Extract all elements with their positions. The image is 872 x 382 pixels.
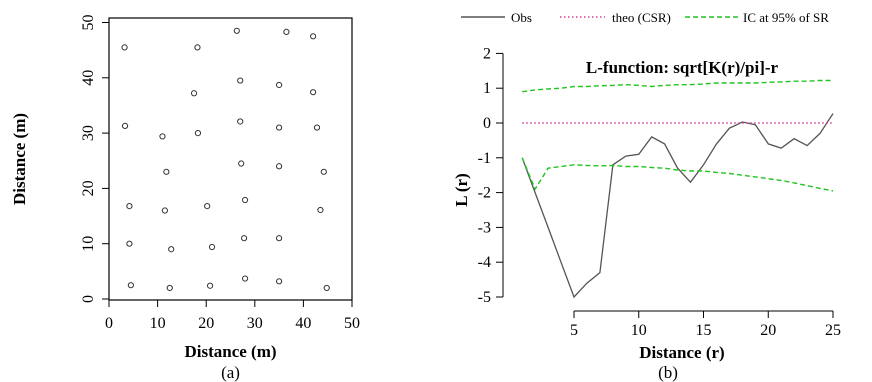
- scatter-point: [276, 278, 283, 285]
- scatter-point: [320, 168, 327, 175]
- scatter-point: [204, 202, 211, 210]
- legend-label: IC at 95% of SR: [743, 10, 829, 25]
- scatter-point: [163, 168, 170, 175]
- x-tick-label: 20: [760, 322, 776, 339]
- scatter-point: [237, 118, 244, 125]
- scatter-point: [241, 196, 249, 204]
- scatter-point: [206, 282, 214, 289]
- scatter-point: [276, 124, 283, 131]
- scatter-point: [283, 28, 290, 36]
- x-tick-label: 0: [105, 315, 113, 332]
- y-tick-label: -2: [478, 185, 491, 202]
- x-tick-label: 10: [631, 322, 647, 339]
- y-tick-label: 30: [80, 125, 97, 141]
- upper-envelope-line: [522, 79, 833, 93]
- scatter-point: [323, 284, 330, 292]
- scatter-point: [159, 133, 166, 140]
- x-tick-label: 40: [295, 315, 311, 332]
- scatter-point: [126, 202, 133, 210]
- panel-b-line-chart: 5 10 15 20 25 -5 -4 -3 -2 -1 0 1 2 Obs theo (CSR) IC at…: [452, 10, 841, 382]
- scatter-point: [313, 124, 321, 131]
- y-tick-label: 0: [80, 295, 97, 303]
- scatter-point: [208, 243, 216, 251]
- x-tick-label: 25: [825, 322, 841, 339]
- x-axis-title: Distance (m): [184, 342, 276, 361]
- scatter-point: [190, 90, 198, 97]
- x-axis-title: Distance (r): [639, 343, 724, 362]
- x-tick-label: 10: [150, 315, 166, 332]
- y-tick-label: 2: [483, 45, 491, 62]
- panel-a-scatter-plot: 0 10 20 30 40 50 0 10 20 30 40 50 Distance (m) Distan…: [10, 15, 360, 382]
- x-tick-label: 15: [696, 322, 712, 339]
- scatter-point: [166, 284, 173, 292]
- y-tick-label: 50: [80, 15, 97, 31]
- lower-envelope-line: [521, 157, 834, 192]
- scatter-point: [126, 240, 133, 247]
- scatter-point: [317, 206, 324, 214]
- y-tick-label: 0: [483, 115, 491, 132]
- x-tick-label: 5: [570, 322, 578, 339]
- y-tick-label: 40: [80, 70, 97, 86]
- chart-title: L-function: sqrt[K(r)/pi]-r: [586, 58, 779, 77]
- y-tick-label: -1: [478, 150, 491, 167]
- scatter-point: [310, 89, 317, 96]
- legend-label: Obs: [511, 10, 532, 25]
- legend-label: theo (CSR): [612, 10, 671, 25]
- scatter-point: [276, 81, 283, 89]
- scatter-point: [161, 207, 168, 214]
- y-tick-label: 1: [483, 80, 491, 97]
- y-tick-label: -3: [478, 219, 491, 236]
- y-tick-label: 10: [80, 236, 97, 252]
- scatter-point: [241, 275, 249, 282]
- x-tick-label: 30: [247, 315, 263, 332]
- scatter-point: [121, 122, 129, 130]
- y-tick-label: -4: [478, 254, 491, 271]
- y-axis-title: L (r): [452, 173, 471, 207]
- x-tick-label: 20: [198, 315, 214, 332]
- scatter-point: [237, 77, 244, 84]
- observed-series-line: [521, 113, 834, 299]
- scatter-point: [194, 130, 202, 137]
- scatter-point: [121, 44, 128, 51]
- panel-label-a: (a): [221, 363, 240, 382]
- scatter-point: [168, 246, 175, 253]
- scatter-point: [127, 282, 134, 289]
- scatter-point: [241, 235, 248, 242]
- x-tick-label: 50: [344, 315, 360, 332]
- plot-frame: [108, 17, 353, 301]
- panel-label-b: (b): [658, 363, 678, 382]
- y-axis-title: Distance (m): [10, 113, 29, 205]
- scatter-point: [310, 33, 317, 40]
- scatter-point: [194, 44, 201, 51]
- scatter-point: [276, 163, 283, 170]
- scatter-point: [276, 235, 283, 242]
- scatter-point: [238, 160, 245, 167]
- y-tick-label: -5: [478, 289, 491, 306]
- scatter-point: [233, 27, 240, 34]
- y-tick-label: 20: [80, 180, 97, 196]
